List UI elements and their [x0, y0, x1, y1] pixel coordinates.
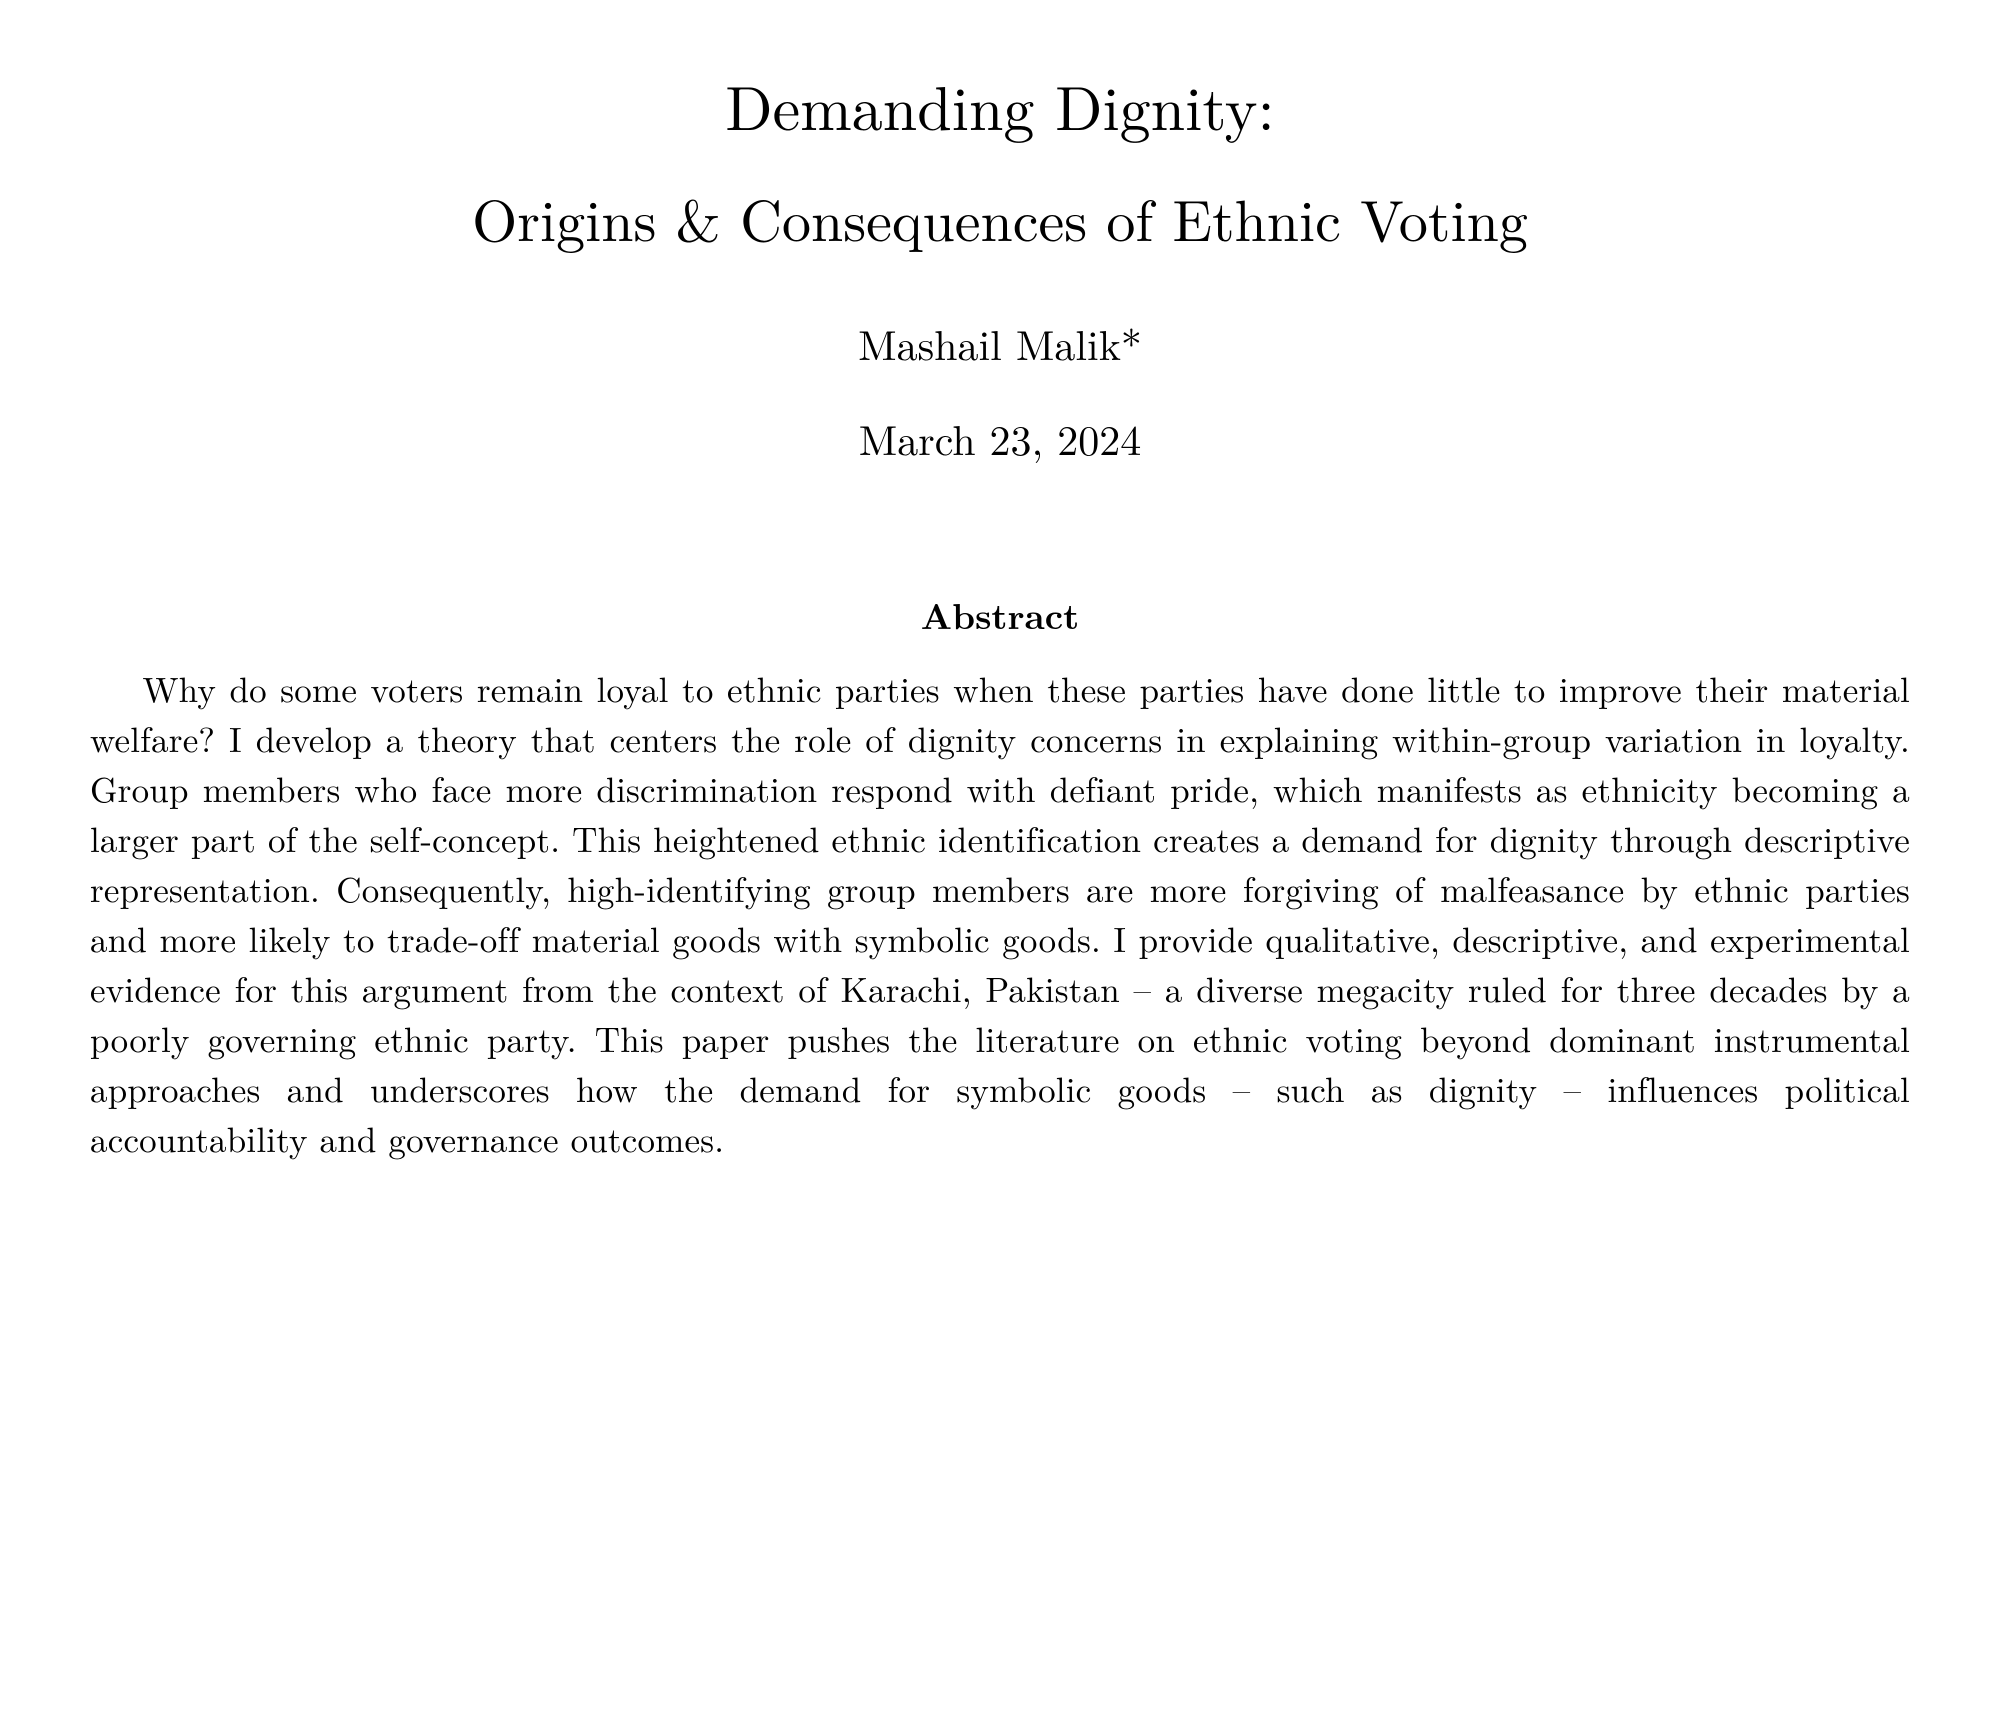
- paper-title-line2: Origins & Consequences of Ethnic Voting: [90, 176, 1910, 258]
- title-block: Demanding Dignity: Origins & Consequence…: [90, 60, 1910, 468]
- paper-author: Mashail Malik*: [90, 314, 1910, 373]
- abstract-body: Why do some voters remain loyal to ethni…: [90, 664, 1910, 1164]
- abstract-heading: Abstract: [90, 588, 1910, 640]
- paper-title-line1: Demanding Dignity:: [90, 60, 1910, 148]
- paper-date: March 23, 2024: [90, 409, 1910, 468]
